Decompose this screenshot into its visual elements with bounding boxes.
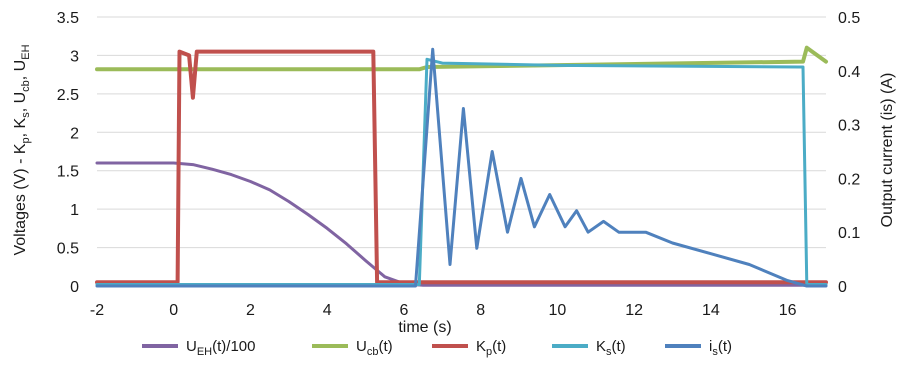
x-tick-label: 16 (779, 302, 797, 319)
x-tick-label: 6 (399, 302, 408, 319)
x-tick-label: 4 (323, 302, 332, 319)
y-right-tick-label: 0.3 (838, 118, 860, 135)
left-axis-ticks: 0 0.5 1 1.5 2 2.5 3 3.5 (57, 10, 79, 296)
series-line-k-s (95, 57, 828, 286)
series-line-k-p (95, 49, 828, 285)
y-left-tick-label: 2.5 (57, 87, 79, 104)
y-left-tick-label: 0 (70, 279, 79, 296)
y-right-tick-label: 0.2 (838, 171, 860, 188)
y-left-tick-label: 1 (70, 202, 79, 219)
right-axis-ticks: 0 0.1 0.2 0.3 0.4 0.5 (838, 10, 860, 296)
y-left-tick-label: 3 (70, 48, 79, 65)
legend: UEH(t)/100 Ucb(t) Kp(t) Ks(t) is(t) (142, 338, 732, 358)
y-right-tick-label: 0.4 (838, 64, 860, 81)
series-line-u-eh (95, 161, 828, 287)
legend-label: Kp(t) (476, 338, 506, 358)
right-axis-title: Output current (is) (A) (879, 73, 896, 228)
x-axis-ticks: -2 0 2 4 6 8 10 12 14 16 (90, 302, 797, 319)
legend-label: Ks(t) (596, 338, 626, 358)
legend-label: Ucb(t) (356, 338, 393, 358)
y-left-tick-label: 1.5 (57, 164, 79, 181)
legend-label: UEH(t)/100 (186, 338, 255, 358)
x-tick-label: -2 (90, 302, 104, 319)
y-right-tick-label: 0 (838, 279, 847, 296)
series-lines (95, 45, 828, 288)
x-axis-title: time (s) (398, 319, 451, 336)
y-left-tick-label: 3.5 (57, 10, 79, 27)
y-right-tick-label: 0.5 (838, 10, 860, 27)
x-tick-label: 12 (625, 302, 643, 319)
y-right-tick-label: 0.1 (838, 225, 860, 242)
x-tick-label: 0 (169, 302, 178, 319)
grid-lines (97, 16, 826, 287)
legend-label: is(t) (709, 338, 732, 358)
x-tick-label: 14 (702, 302, 720, 319)
series-line-i-s (95, 47, 828, 288)
x-tick-label: 8 (476, 302, 485, 319)
y-left-tick-label: 0.5 (57, 241, 79, 258)
y-left-tick-label: 2 (70, 125, 79, 142)
left-axis-title: Voltages (V) - Kp, Ks, Ucb, UEH (12, 44, 32, 255)
x-tick-label: 10 (549, 302, 567, 319)
x-tick-label: 2 (246, 302, 255, 319)
